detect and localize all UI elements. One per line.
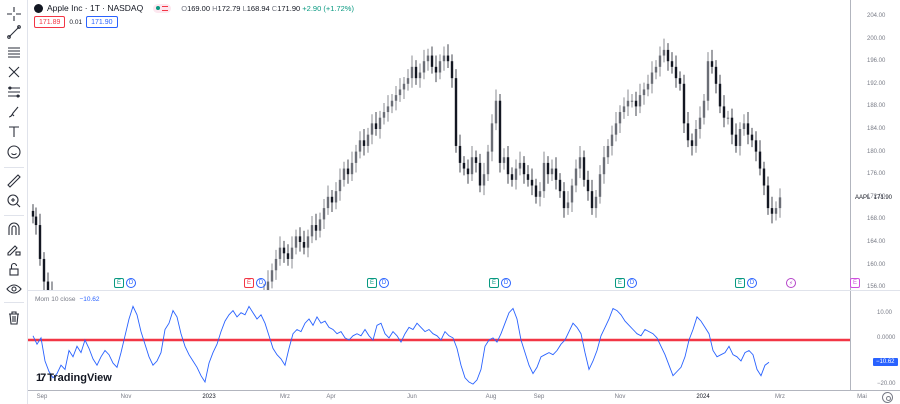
- price-tick: 200.00: [867, 35, 886, 42]
- time-label: 2024: [696, 394, 710, 400]
- time-label: Aug: [485, 394, 497, 400]
- time-label: Mrz: [280, 394, 290, 400]
- fib-retracement-icon[interactable]: [4, 42, 24, 62]
- time-label: Sep: [36, 394, 48, 400]
- indicator-tick: −20.00: [877, 381, 896, 387]
- indicator-name: Mom 10 close: [35, 296, 76, 303]
- earnings-event-icon[interactable]: E: [850, 278, 860, 288]
- pattern-icon[interactable]: [4, 62, 24, 82]
- data-delay-icon: [162, 5, 169, 11]
- indicator-tick: 0.0000: [877, 335, 896, 341]
- indicator-value: −10.62: [79, 296, 100, 303]
- price-tick: 196.00: [867, 58, 886, 65]
- high-label: H: [212, 3, 218, 13]
- drawing-toolbar: [0, 0, 28, 404]
- tv-logo-text: TradingView: [47, 372, 112, 384]
- price-tick: 160.00: [867, 261, 886, 268]
- emoji-icon[interactable]: [4, 142, 24, 162]
- earnings-event-icon[interactable]: E: [615, 278, 625, 288]
- magnet-icon[interactable]: [4, 219, 24, 239]
- prediction-icon[interactable]: [4, 82, 24, 102]
- close-value: 171.90: [277, 3, 301, 13]
- earnings-event-icon[interactable]: E: [735, 278, 745, 288]
- dividend-event-icon[interactable]: D: [747, 278, 757, 288]
- toolbar-divider: [4, 302, 24, 303]
- tradingview-logo[interactable]: 17 TradingView: [36, 372, 112, 384]
- earnings-event-icon[interactable]: E: [489, 278, 499, 288]
- time-label: Mrz: [775, 394, 785, 400]
- sell-button[interactable]: 171.89: [34, 16, 66, 28]
- indicator-legend[interactable]: Mom 10 close −10.62: [35, 296, 100, 303]
- change-value: +2.90 (+1.72%): [302, 3, 354, 13]
- price-tick: 204.00: [867, 13, 886, 19]
- earnings-event-icon[interactable]: E: [244, 278, 254, 288]
- high-value: 172.79: [217, 3, 241, 13]
- price-tick: 188.00: [867, 103, 886, 110]
- time-axis[interactable]: Sep Nov 2023 Mrz Apr Jun Aug Sep Nov 2024 Mrz Mai: [28, 390, 900, 404]
- price-tick: 172.00: [867, 193, 886, 200]
- zoom-in-icon[interactable]: [4, 191, 24, 211]
- lock-drawing-icon[interactable]: [4, 239, 24, 259]
- price-tick: 180.00: [867, 148, 886, 155]
- time-label: Nov: [614, 394, 626, 400]
- apple-logo-icon: [34, 3, 43, 13]
- split-event-icon[interactable]: ⚡: [786, 278, 796, 288]
- pane-divider[interactable]: [28, 290, 900, 291]
- buy-button[interactable]: 171.90: [86, 16, 118, 28]
- chart-settings-icon[interactable]: [882, 392, 893, 403]
- close-label: C: [271, 3, 278, 13]
- indicator-last-value: −10.62: [873, 358, 898, 366]
- ohlc-values: O169.00 H172.79 L168.94 C171.90 +2.90 (+…: [181, 4, 354, 13]
- symbol-price-tag: AAPL: [855, 195, 871, 201]
- text-icon[interactable]: [4, 122, 24, 142]
- brush-icon[interactable]: [4, 102, 24, 122]
- symbol-legend: Apple Inc · 1T · NASDAQ O169.00 H172.79 …: [34, 3, 354, 13]
- symbol-title[interactable]: Apple Inc · 1T · NASDAQ: [47, 3, 144, 13]
- dividend-event-icon[interactable]: D: [627, 278, 637, 288]
- earnings-event-icon[interactable]: E: [114, 278, 124, 288]
- earnings-event-icon[interactable]: E: [367, 278, 377, 288]
- price-tick: 192.00: [867, 80, 886, 87]
- toolbar-divider: [4, 167, 24, 168]
- dividend-event-icon[interactable]: D: [126, 278, 136, 288]
- crosshair-icon[interactable]: [4, 4, 24, 24]
- toolbar-divider: [4, 215, 24, 216]
- eye-icon[interactable]: [4, 279, 24, 299]
- price-tick: 168.00: [867, 216, 886, 223]
- tv-mark-icon: 17: [36, 372, 46, 384]
- time-label: Nov: [120, 394, 132, 400]
- open-value: 169.00: [187, 3, 211, 13]
- dividend-event-icon[interactable]: D: [256, 278, 266, 288]
- trend-line-icon[interactable]: [4, 22, 24, 42]
- last-price-label: 171.90: [873, 195, 892, 201]
- indicator-tick: 10.00: [877, 310, 893, 316]
- low-label: L: [242, 3, 247, 13]
- time-label: Sep: [533, 394, 545, 400]
- price-tick: 156.00: [867, 284, 886, 291]
- open-label: O: [181, 3, 188, 13]
- low-value: 168.94: [246, 3, 270, 13]
- market-open-icon: [156, 6, 161, 10]
- price-axis[interactable]: 204.00 200.00 196.00 192.00 188.00 184.00 180.…: [850, 0, 900, 390]
- market-status-badge[interactable]: [153, 3, 172, 13]
- price-tick: 176.00: [867, 171, 886, 178]
- time-label: Mai: [857, 394, 867, 400]
- trash-icon[interactable]: [4, 308, 24, 328]
- spread-value: 0.01: [69, 18, 83, 26]
- time-label: Apr: [326, 394, 336, 400]
- price-tick: 184.00: [867, 126, 886, 132]
- trade-quotes: 171.89 0.01 171.90: [34, 16, 118, 28]
- time-label: 2023: [202, 394, 216, 400]
- dividend-event-icon[interactable]: D: [501, 278, 511, 288]
- price-tick: 164.00: [867, 239, 886, 245]
- ruler-icon[interactable]: [4, 171, 24, 191]
- lock-icon[interactable]: [4, 259, 24, 279]
- dividend-event-icon[interactable]: D: [379, 278, 389, 288]
- time-label: Jun: [407, 394, 417, 400]
